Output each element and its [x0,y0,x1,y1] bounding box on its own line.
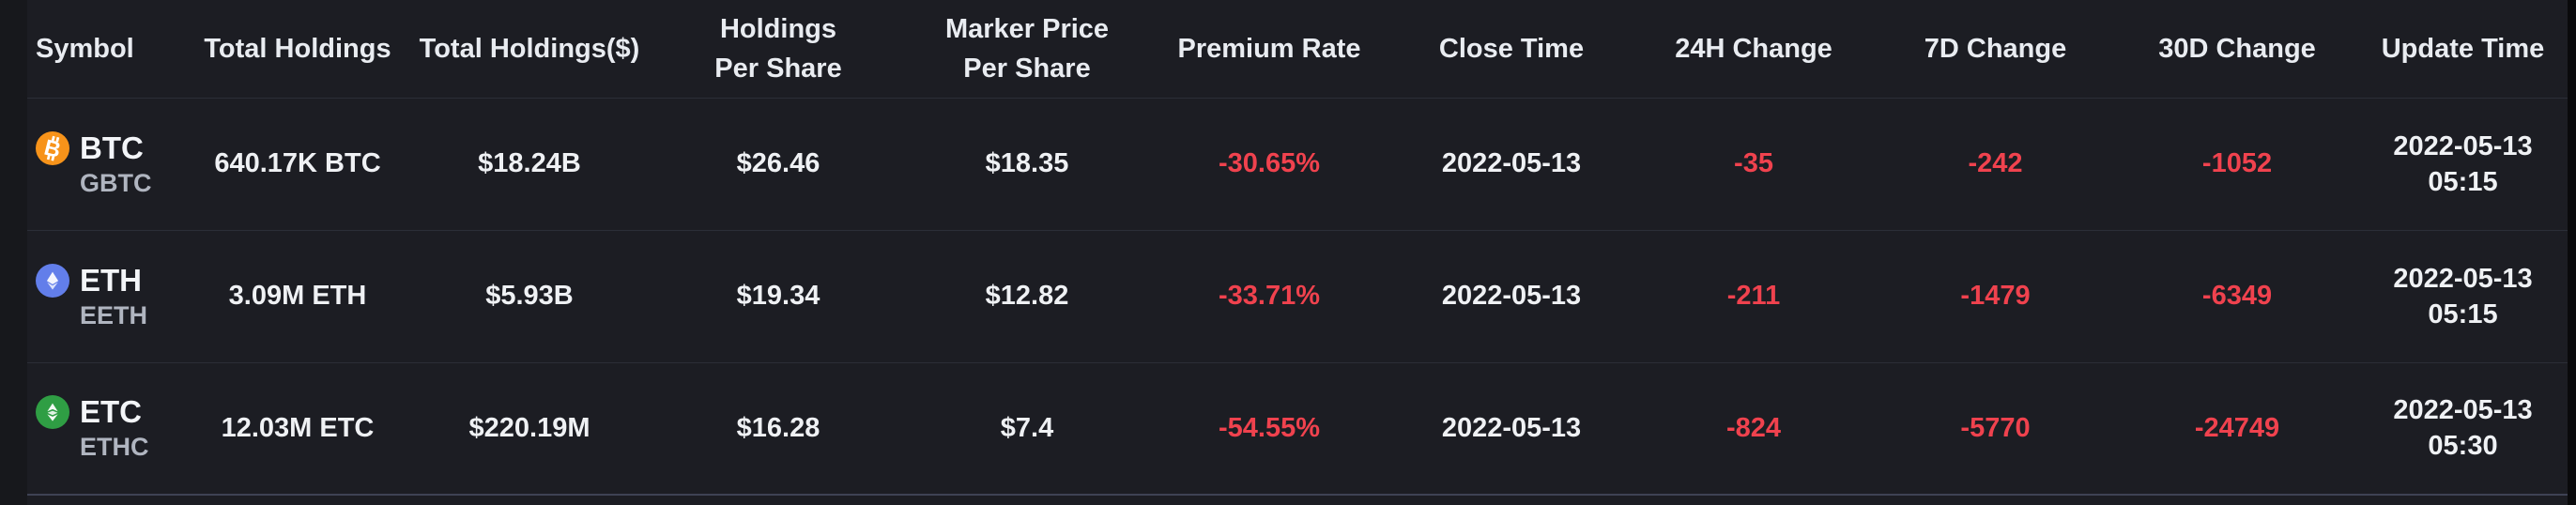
coin-name: BTC [80,130,144,165]
ticker-label: EETH [80,300,148,329]
ticker-label: ETHC [80,433,149,462]
cell-total-holdings-usd: $220.19M [468,412,590,443]
header-close-time: Close Time [1438,33,1585,64]
cell-market-price-per-share: $18.35 [985,148,1069,178]
cell-7d-change: -242 [1968,148,2023,178]
header-total-holdings: Total Holdings [204,33,391,64]
right-edge-strip [2568,0,2576,505]
btc-icon: B [36,130,69,165]
header-24h-change: 24H Change [1675,33,1832,64]
header-premium-rate: Premium Rate [1177,33,1361,64]
table-row-eeth[interactable]: ETH EETH 3.09M ETH $5.93B $19.34 $12.82 … [27,230,2568,362]
ticker-label: GBTC [80,168,152,197]
cell-premium-rate: -33.71% [1218,281,1320,311]
cell-7d-change: -5770 [1960,412,2031,443]
cell-symbol: ETC ETHC [27,362,187,495]
eth-icon [36,263,69,298]
cell-symbol: B BTC GBTC [27,98,187,230]
cell-close-time: 2022-05-13 [1441,148,1582,178]
cell-premium-rate: -54.55% [1218,412,1320,443]
cell-30d-change: -24749 [2194,412,2280,443]
header-update-time: Update Time [2381,33,2545,64]
left-margin [0,0,27,505]
cell-24h-change: -824 [1725,412,1782,443]
header-symbol: Symbol [36,33,134,64]
coin-name: ETH [80,262,142,298]
cell-24h-change: -35 [1734,148,1773,178]
cell-update-time: 2022-05-13 05:15 [2393,263,2533,329]
cell-holdings-per-share: $26.46 [736,148,820,178]
cell-total-holdings: 640.17K BTC [214,148,381,178]
header-30d-change: 30D Change [2158,33,2316,64]
cell-30d-change: -1052 [2201,148,2273,178]
cell-update-time: 2022-05-13 05:30 [2393,395,2533,462]
header-marker-price-per-share: Marker Price Per Share [944,13,1110,84]
cell-holdings-per-share: $16.28 [736,412,820,443]
cell-total-holdings: 12.03M ETC [221,412,375,443]
cell-total-holdings-usd: $5.93B [485,281,574,311]
cell-total-holdings: 3.09M ETH [228,281,367,311]
cell-total-holdings-usd: $18.24B [478,148,581,178]
table-row-ethc[interactable]: ETC ETHC 12.03M ETC $220.19M $16.28 $7.4… [27,362,2568,495]
cell-symbol: ETH EETH [27,230,187,362]
etc-icon [36,395,69,430]
cell-market-price-per-share: $12.82 [985,281,1069,311]
cell-7d-change: -1479 [1960,281,2031,311]
cell-30d-change: -6349 [2201,281,2273,311]
cell-holdings-per-share: $19.34 [736,281,820,311]
header-7d-change: 7D Change [1924,33,2067,64]
cell-premium-rate: -30.65% [1218,148,1320,178]
cell-24h-change: -211 [1726,281,1781,311]
cell-update-time: 2022-05-13 05:15 [2393,130,2533,197]
cell-close-time: 2022-05-13 [1441,281,1582,311]
cell-market-price-per-share: $7.4 [1000,412,1054,443]
table-row-gbtc[interactable]: B BTC GBTC 640.17K BTC $18.24B $2 [27,98,2568,230]
header-total-holdings-usd: Total Holdings($) [419,33,640,64]
holdings-table: Symbol Total Holdings Total Holdings($) … [27,0,2568,505]
coin-name: ETC [80,394,142,430]
table-header-row: Symbol Total Holdings Total Holdings($) … [27,0,2568,98]
svg-text:B: B [41,135,63,162]
cell-close-time: 2022-05-13 [1441,412,1582,443]
header-holdings-per-share: Holdings Per Share [714,13,842,84]
